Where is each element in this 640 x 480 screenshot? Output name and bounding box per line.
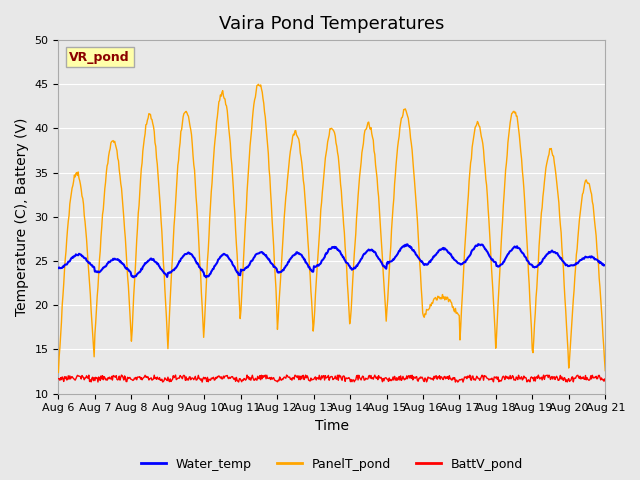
Legend: Water_temp, PanelT_pond, BattV_pond: Water_temp, PanelT_pond, BattV_pond xyxy=(136,453,528,476)
Y-axis label: Temperature (C), Battery (V): Temperature (C), Battery (V) xyxy=(15,118,29,316)
X-axis label: Time: Time xyxy=(315,419,349,433)
Title: Vaira Pond Temperatures: Vaira Pond Temperatures xyxy=(219,15,445,33)
Text: VR_pond: VR_pond xyxy=(69,51,130,64)
